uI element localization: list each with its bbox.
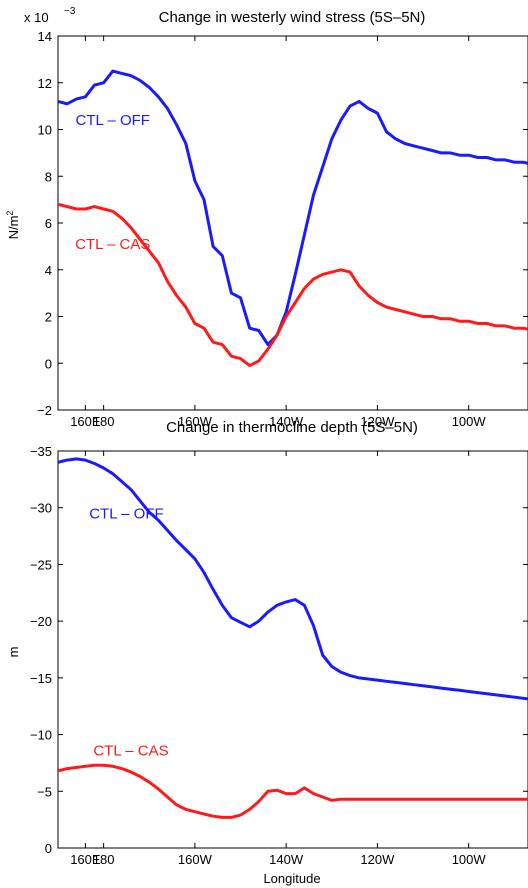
x-tick: 120W — [360, 36, 395, 429]
y-tick: −20 — [30, 614, 528, 629]
series-line-ctl-cas — [58, 763, 528, 819]
y-axis-label-text: N/m — [6, 216, 21, 240]
y-axis: 0 −5 −10 −15 −20 −25 −30 −35 — [30, 444, 528, 856]
series-labels: CTL – OFF CTL – CAS — [75, 112, 150, 253]
x-tick: 160W — [178, 451, 213, 867]
series-label-ctl-cas: CTL – CAS — [93, 742, 168, 759]
y-tick-label: 0 — [45, 841, 52, 856]
chart-title: Change in thermocline depth (5S–5N) — [166, 419, 418, 436]
y-tick: 2 — [45, 310, 528, 325]
x-tick: 100W — [452, 451, 487, 867]
series-label-ctl-cas: CTL – CAS — [75, 236, 150, 253]
y-tick-label: −2 — [37, 403, 52, 418]
x-tick: 140W — [269, 36, 304, 429]
y-tick-label: 10 — [38, 123, 52, 138]
y-tick: −25 — [30, 557, 528, 572]
series-group — [58, 69, 528, 368]
x-tick: 100W — [452, 36, 487, 429]
x-tick-label: 160W — [178, 414, 213, 429]
y-tick: 8 — [45, 169, 528, 184]
chart-title: Change in westerly wind stress (5S–5N) — [159, 9, 426, 26]
y-exponent-power: −3 — [64, 6, 76, 17]
x-tick-label: 160E — [70, 414, 101, 429]
x-tick: 180 — [93, 451, 115, 867]
x-axis: 180 160W 140W 120W 100W 160E — [70, 36, 486, 429]
y-axis: −2 0 2 4 6 8 10 12 14 — [37, 29, 528, 418]
y-tick: −30 — [30, 501, 528, 516]
series-line-ctl-cas — [58, 202, 528, 368]
x-tick: 140W — [269, 451, 304, 867]
x-tick-label: 120W — [360, 852, 395, 867]
y-axis-label: m — [6, 647, 21, 658]
x-tick-label: 180 — [93, 414, 115, 429]
y-tick: 0 — [45, 356, 528, 371]
x-tick-label: 100W — [452, 414, 487, 429]
y-tick-label: −10 — [30, 728, 52, 743]
y-tick-label: −5 — [37, 784, 52, 799]
y-axis-label-superscript: 2 — [5, 211, 15, 216]
y-tick: −15 — [30, 671, 528, 686]
plot-frame — [57, 450, 528, 849]
y-tick-label: 2 — [45, 310, 52, 325]
y-tick-label: 0 — [45, 356, 52, 371]
series-line-ctl-off — [58, 457, 528, 701]
x-tick: 160E — [70, 36, 101, 429]
y-tick-label: −25 — [30, 557, 52, 572]
y-tick-label: −30 — [30, 501, 52, 516]
svg-text:N/m2: N/m2 — [5, 211, 21, 240]
x-tick-label: 160E — [70, 852, 101, 867]
panel-thermocline-depth: Change in thermocline depth (5S–5N) 180 1… — [6, 419, 528, 886]
series-label-ctl-off: CTL – OFF — [89, 505, 163, 522]
y-tick: −5 — [37, 784, 528, 799]
y-tick: 12 — [38, 76, 528, 91]
y-exponent-base: x 10 — [24, 10, 49, 25]
y-tick-label: −20 — [30, 614, 52, 629]
series-labels: CTL – OFF CTL – CAS — [89, 505, 168, 759]
x-tick-label: 180 — [93, 852, 115, 867]
series-group — [58, 457, 528, 819]
y-tick: 14 — [38, 29, 528, 44]
panel-wind-stress: Change in westerly wind stress (5S–5N) x… — [5, 6, 528, 429]
y-tick-label: 14 — [38, 29, 52, 44]
y-tick-label: 4 — [45, 263, 52, 278]
x-tick: 120W — [360, 451, 395, 867]
y-tick-label: −35 — [30, 444, 52, 459]
y-tick: 6 — [45, 216, 528, 231]
y-tick: 10 — [38, 123, 528, 138]
x-tick-label: 120W — [360, 414, 395, 429]
y-tick-label: 12 — [38, 76, 52, 91]
y-tick-label: 8 — [45, 169, 52, 184]
y-tick: 0 — [45, 841, 528, 856]
y-tick-label: −15 — [30, 671, 52, 686]
x-tick: 160W — [178, 36, 213, 429]
y-tick-label: 6 — [45, 216, 52, 231]
y-tick: −10 — [30, 728, 528, 743]
y-tick: 4 — [45, 263, 528, 278]
x-tick: 180 — [93, 36, 115, 429]
x-axis-label: Longitude — [263, 871, 320, 886]
series-label-ctl-off: CTL – OFF — [76, 112, 150, 129]
x-tick-label: 100W — [452, 852, 487, 867]
y-tick: −35 — [30, 444, 528, 459]
x-tick-label: 160W — [178, 852, 213, 867]
y-tick: −2 — [37, 403, 528, 418]
y-axis-label: N/m2 — [5, 211, 21, 240]
x-tick-label: 140W — [269, 414, 304, 429]
x-axis: 180 160W 140W 120W 100W 160E — [70, 451, 486, 867]
x-tick: 160E — [70, 451, 101, 867]
x-tick-label: 140W — [269, 852, 304, 867]
